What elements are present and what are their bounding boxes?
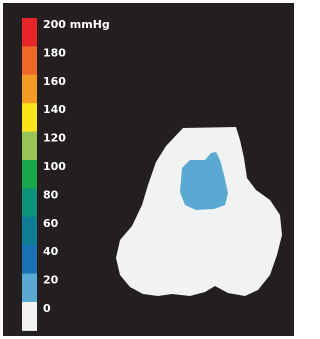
legend-label: 100	[43, 160, 66, 173]
legend-label: 160	[43, 75, 66, 88]
legend-label: 60	[43, 217, 59, 230]
legend-swatch	[22, 245, 37, 274]
legend-label: 120	[43, 132, 66, 145]
legend-label: 40	[43, 245, 59, 258]
pressure-map: 200 mmHg 180 160 140 120 100 80 60 40 20 0	[0, 0, 297, 339]
legend-swatch	[22, 46, 37, 75]
legend-label: 140	[43, 103, 66, 116]
legend-label: 200 mmHg	[43, 18, 110, 31]
legend-swatch	[22, 75, 37, 104]
legend-swatch	[22, 302, 37, 331]
legend-label: 20	[43, 274, 59, 287]
legend-swatch	[22, 132, 37, 161]
legend-swatch	[22, 18, 37, 47]
legend-swatch	[22, 188, 37, 217]
legend-swatch	[22, 160, 37, 189]
legend-label: 0	[43, 302, 51, 315]
legend-swatch	[22, 217, 37, 246]
legend-label: 80	[43, 188, 59, 201]
legend-label: 180	[43, 46, 66, 59]
legend-swatch	[22, 274, 37, 303]
legend-swatch	[22, 103, 37, 132]
